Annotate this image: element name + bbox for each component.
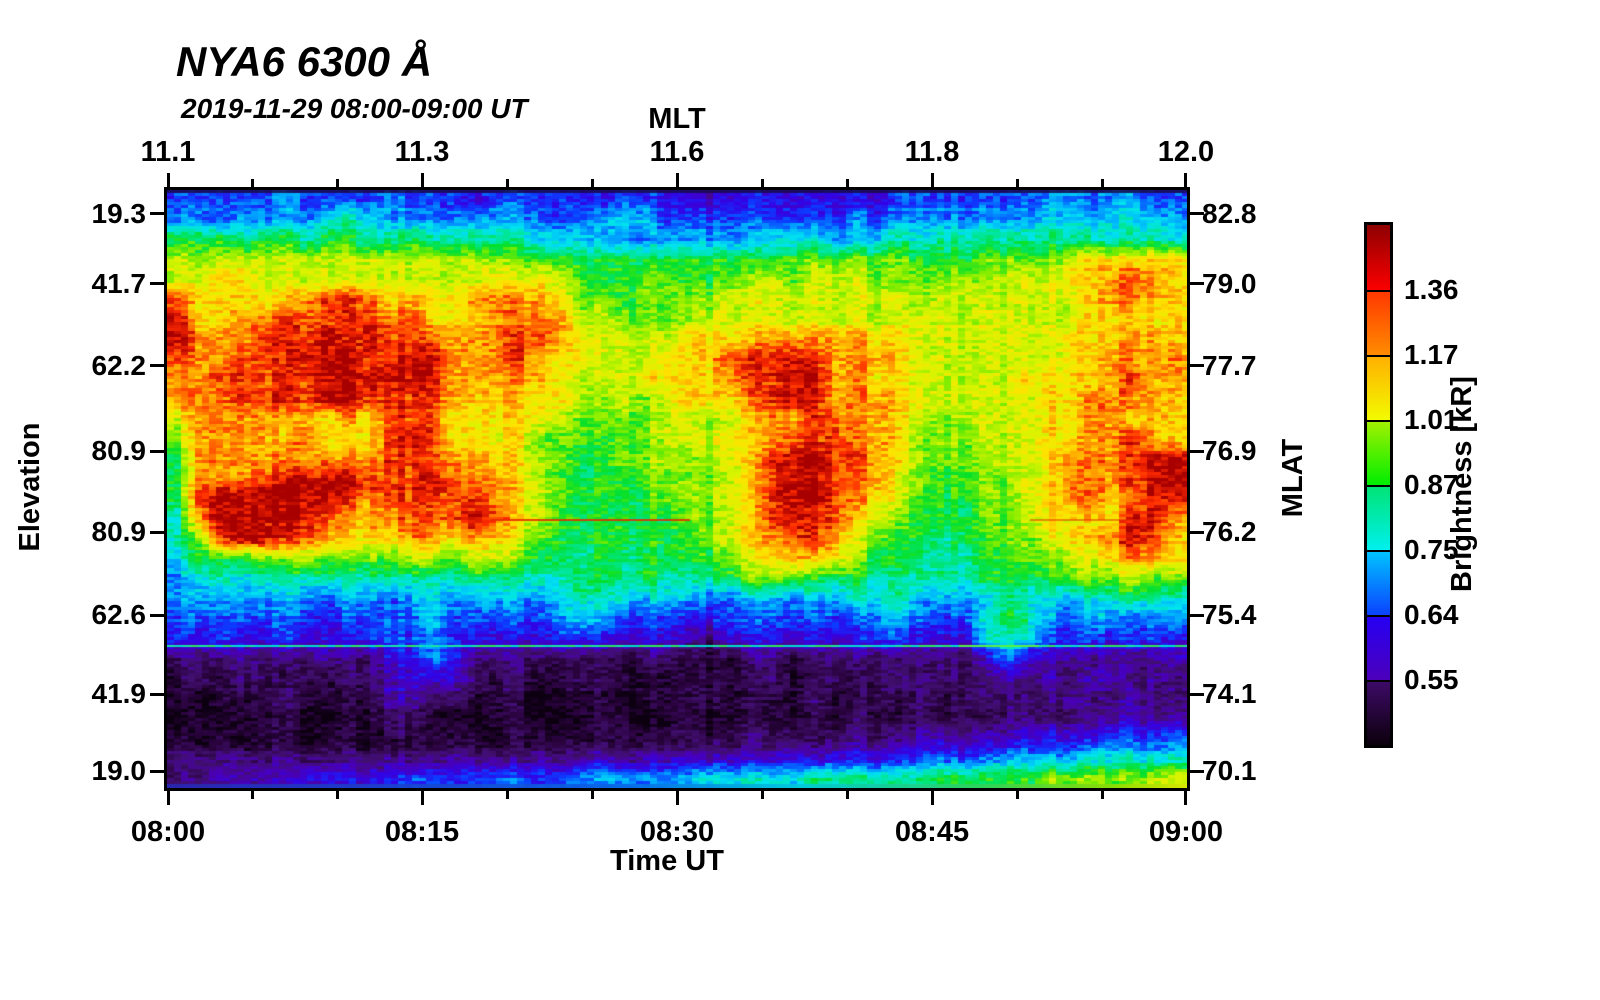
top-axis-tick (420, 173, 424, 187)
left-axis-tick (150, 282, 164, 286)
right-axis-tick (1190, 692, 1204, 696)
bottom-axis-tick (930, 791, 934, 805)
colorbar-tick-label: 1.36 (1404, 274, 1459, 305)
heatmap-canvas (167, 190, 1187, 788)
bottom-axis-minor-tick (1015, 791, 1019, 799)
top-axis-minor-tick (1015, 179, 1019, 187)
bottom-axis-minor-tick (250, 791, 254, 799)
right-axis-tick (1190, 449, 1204, 453)
left-axis-tick-label: 19.0 (91, 755, 147, 787)
colorbar-tick-label: 0.75 (1404, 534, 1459, 565)
colorbar-tick-label: 1.17 (1404, 339, 1459, 370)
colorbar-tick-label: 0.87 (1404, 469, 1459, 500)
colorbar-tick-label: 1.01 (1404, 404, 1459, 435)
top-axis-tick-label: 11.6 (649, 136, 705, 168)
bottom-axis-tick (1184, 791, 1188, 805)
left-axis-tick (150, 212, 164, 216)
left-axis-tick-label: 80.9 (91, 516, 147, 548)
left-axis-tick (150, 530, 164, 534)
bottom-axis-tick (166, 791, 170, 805)
left-axis-tick-label: 19.3 (91, 197, 147, 229)
top-axis-tick (1184, 173, 1188, 187)
top-axis-tick-label: 11.1 (140, 136, 196, 168)
right-axis-tick (1190, 530, 1204, 534)
left-axis-tick (150, 692, 164, 696)
colorbar-tick-label: 0.64 (1404, 599, 1459, 630)
plot-area (164, 187, 1190, 791)
top-axis-tick-label: 11.8 (904, 136, 960, 168)
bottom-axis-tick-label: 08:45 (894, 816, 970, 848)
plot-title: NYA6 6300 Å (176, 38, 433, 85)
bottom-axis-minor-tick (590, 791, 594, 799)
top-axis-tick-label: 12.0 (1157, 136, 1215, 168)
bottom-axis-minor-tick (1100, 791, 1104, 799)
bottom-axis-minor-tick (760, 791, 764, 799)
right-axis-tick-label: 82.8 (1202, 197, 1257, 229)
top-axis-tick (930, 173, 934, 187)
colorbar-segment (1367, 225, 1390, 290)
colorbar-segment (1367, 680, 1390, 745)
right-axis-tick (1190, 364, 1204, 368)
colorbar-segment (1367, 290, 1390, 355)
top-axis-minor-tick (845, 179, 849, 187)
bottom-axis-tick-label: 08:00 (130, 816, 206, 848)
bottom-axis-tick-label: 08:15 (384, 816, 460, 848)
bottom-axis-minor-tick (845, 791, 849, 799)
top-axis-tick (166, 173, 170, 187)
right-axis-tick-label: 79.0 (1202, 267, 1257, 299)
left-axis-tick (150, 449, 164, 453)
right-axis-tick (1190, 212, 1204, 216)
top-axis-title: MLT (648, 103, 706, 135)
left-axis-tick-label: 80.9 (91, 435, 147, 467)
bottom-axis-tick-label: 08:30 (639, 816, 715, 848)
left-axis-tick (150, 613, 164, 617)
left-axis-tick (150, 364, 164, 368)
right-axis-title: MLAT (1277, 438, 1309, 518)
right-axis-tick-label: 76.9 (1202, 435, 1257, 467)
left-axis-tick-label: 62.2 (91, 349, 147, 381)
right-axis-tick (1190, 613, 1204, 617)
top-axis-minor-tick (505, 179, 509, 187)
top-axis-tick (675, 173, 679, 187)
bottom-axis-minor-tick (505, 791, 509, 799)
colorbar-segment (1367, 485, 1390, 550)
left-axis-tick-label: 41.9 (91, 678, 147, 710)
top-axis-minor-tick (760, 179, 764, 187)
left-axis-tick-label: 41.7 (91, 267, 147, 299)
right-axis-tick (1190, 282, 1204, 286)
colorbar-segment (1367, 355, 1390, 420)
bottom-axis-tick-label: 09:00 (1148, 816, 1224, 848)
top-axis-tick-label: 11.3 (394, 136, 450, 168)
colorbar-segment (1367, 420, 1390, 485)
plot-subtitle: 2019-11-29 08:00-09:00 UT (181, 93, 528, 124)
colorbar-segment (1367, 550, 1390, 615)
bottom-axis-title: Time UT (610, 845, 724, 877)
right-axis-tick-label: 74.1 (1202, 678, 1257, 710)
colorbar (1364, 222, 1393, 748)
right-axis-tick-label: 70.1 (1202, 755, 1257, 787)
left-axis-tick (150, 769, 164, 773)
right-axis-tick-label: 77.7 (1202, 349, 1257, 381)
right-axis-tick-label: 75.4 (1202, 599, 1257, 631)
left-axis-title: Elevation (14, 422, 46, 552)
colorbar-segment (1367, 615, 1390, 680)
top-axis-minor-tick (335, 179, 339, 187)
top-axis-minor-tick (590, 179, 594, 187)
bottom-axis-tick (675, 791, 679, 805)
colorbar-tick-label: 0.55 (1404, 664, 1459, 695)
right-axis-tick-label: 76.2 (1202, 516, 1257, 548)
bottom-axis-minor-tick (335, 791, 339, 799)
left-axis-tick-label: 62.6 (91, 599, 147, 631)
right-axis-tick (1190, 769, 1204, 773)
top-axis-minor-tick (250, 179, 254, 187)
bottom-axis-tick (420, 791, 424, 805)
top-axis-minor-tick (1100, 179, 1104, 187)
